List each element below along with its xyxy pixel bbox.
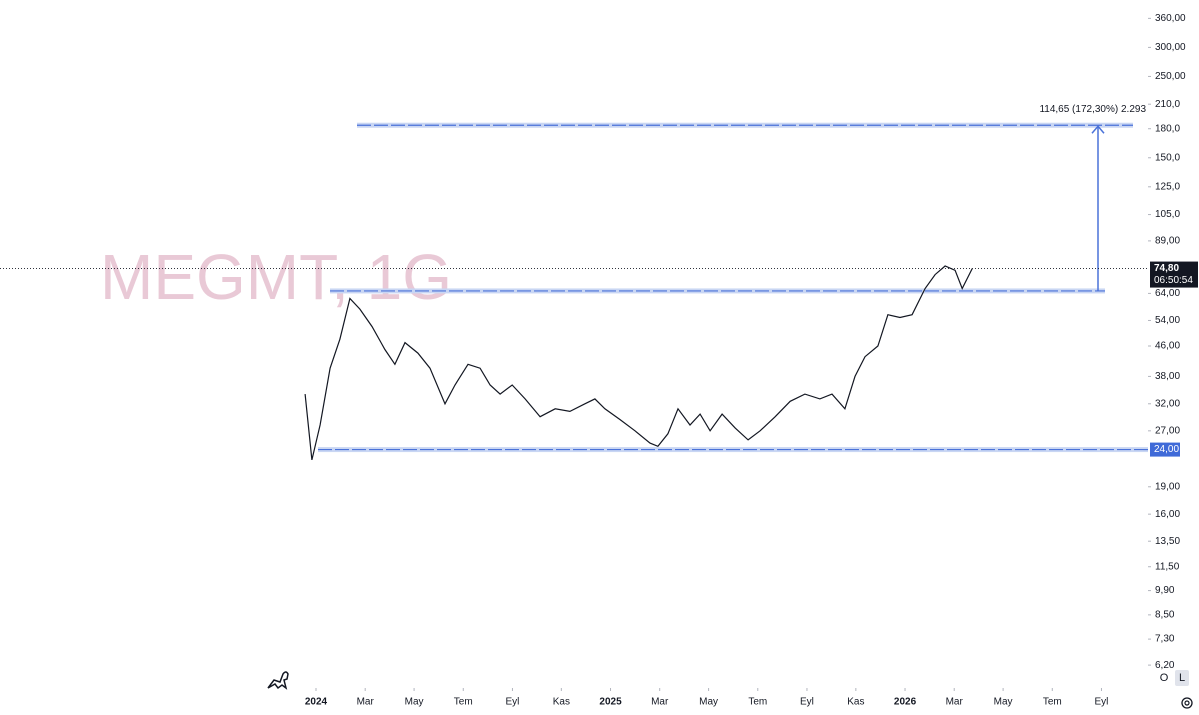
y-tick-label: 16,00 [1155, 509, 1180, 520]
scale-button[interactable]: O [1160, 672, 1169, 684]
scale-button-bg[interactable] [1175, 670, 1189, 686]
y-tick-label: 150,0 [1155, 152, 1180, 163]
x-tick-label: 2026 [894, 697, 917, 708]
scale-button[interactable]: L [1179, 672, 1185, 684]
x-tick-label: 2024 [305, 697, 328, 708]
x-tick-label: Tem [1043, 697, 1062, 708]
y-tick-label: 7,30 [1155, 634, 1175, 645]
x-tick-label: May [405, 697, 424, 708]
y-tick-label: 89,00 [1155, 236, 1180, 247]
x-tick-label: Mar [946, 697, 964, 708]
watermark: MEGMT, 1G [100, 241, 452, 313]
x-tick-label: May [699, 697, 718, 708]
y-tick-label: 64,00 [1155, 288, 1180, 299]
x-tick-label: Tem [454, 697, 473, 708]
settings-icon[interactable] [1181, 697, 1193, 709]
last-price-box [1150, 261, 1198, 288]
y-tick-label: 360,00 [1155, 13, 1186, 24]
x-tick-label: Mar [651, 697, 669, 708]
y-tick-label: 13,50 [1155, 536, 1180, 547]
y-tick-label: 9,90 [1155, 585, 1175, 596]
countdown: 06:50:54 [1154, 275, 1193, 286]
y-tick-label: 125,0 [1155, 181, 1180, 192]
y-tick-label: 250,00 [1155, 71, 1186, 82]
y-tick-label: 32,00 [1155, 398, 1180, 409]
measure-label: 114,65 (172,30%) 2.293 [1039, 104, 1146, 115]
x-tick-label: Tem [748, 697, 767, 708]
last-price-label: 74,80 [1154, 263, 1179, 274]
x-tick-label: Mar [357, 697, 375, 708]
x-tick-label: Kas [847, 697, 864, 708]
level-price-label: 24,00 [1154, 444, 1179, 455]
x-tick-label: Eyl [1095, 697, 1109, 708]
y-tick-label: 11,50 [1155, 561, 1180, 572]
x-tick-label: Eyl [505, 697, 519, 708]
y-tick-label: 8,50 [1155, 610, 1175, 621]
logo [267, 671, 289, 690]
x-tick-label: Kas [553, 697, 570, 708]
x-tick-label: May [994, 697, 1013, 708]
price-line [304, 265, 973, 461]
x-tick-label: 2025 [599, 697, 622, 708]
y-tick-label: 300,00 [1155, 42, 1186, 53]
y-tick-label: 46,00 [1155, 341, 1180, 352]
y-tick-label: 180,0 [1155, 123, 1180, 134]
y-tick-label: 19,00 [1155, 481, 1180, 492]
y-tick-label: 6,20 [1155, 660, 1175, 671]
y-tick-label: 210,0 [1155, 99, 1180, 110]
y-tick-label: 105,0 [1155, 209, 1180, 220]
measure-arrowhead [1091, 125, 1105, 134]
level-price-box [1150, 442, 1180, 457]
x-tick-label: Eyl [800, 697, 814, 708]
y-tick-label: 38,00 [1155, 371, 1180, 382]
y-tick-label: 27,00 [1155, 425, 1180, 436]
y-tick-label: 54,00 [1155, 315, 1180, 326]
